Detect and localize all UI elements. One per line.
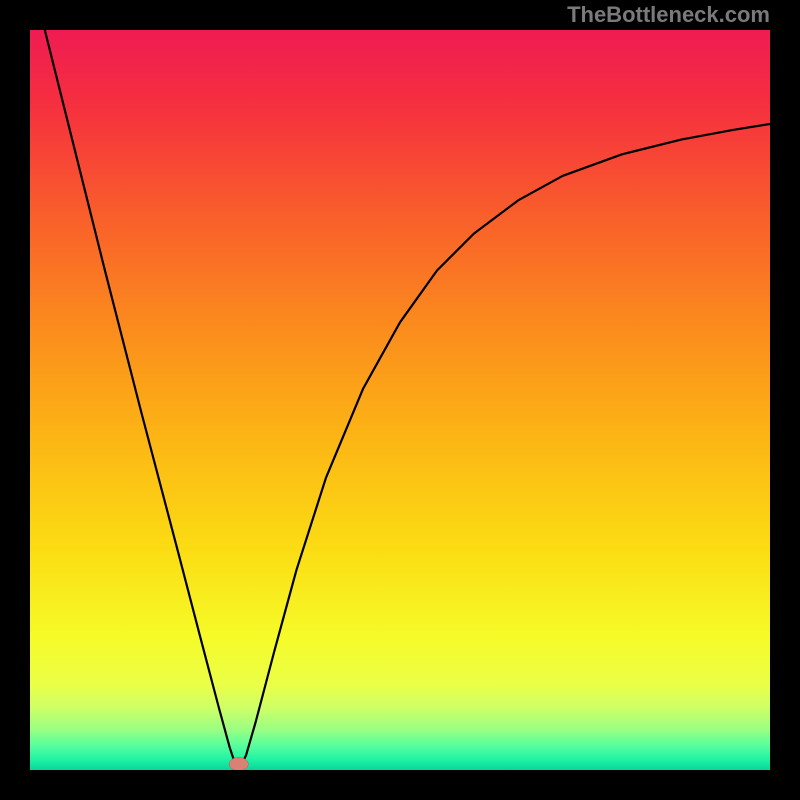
plot-svg [30,30,770,770]
plot-area [30,30,770,770]
gradient-background [30,30,770,770]
chart-frame: TheBottleneck.com [0,0,800,800]
watermark-label: TheBottleneck.com [567,2,770,28]
optimum-marker [229,757,248,770]
